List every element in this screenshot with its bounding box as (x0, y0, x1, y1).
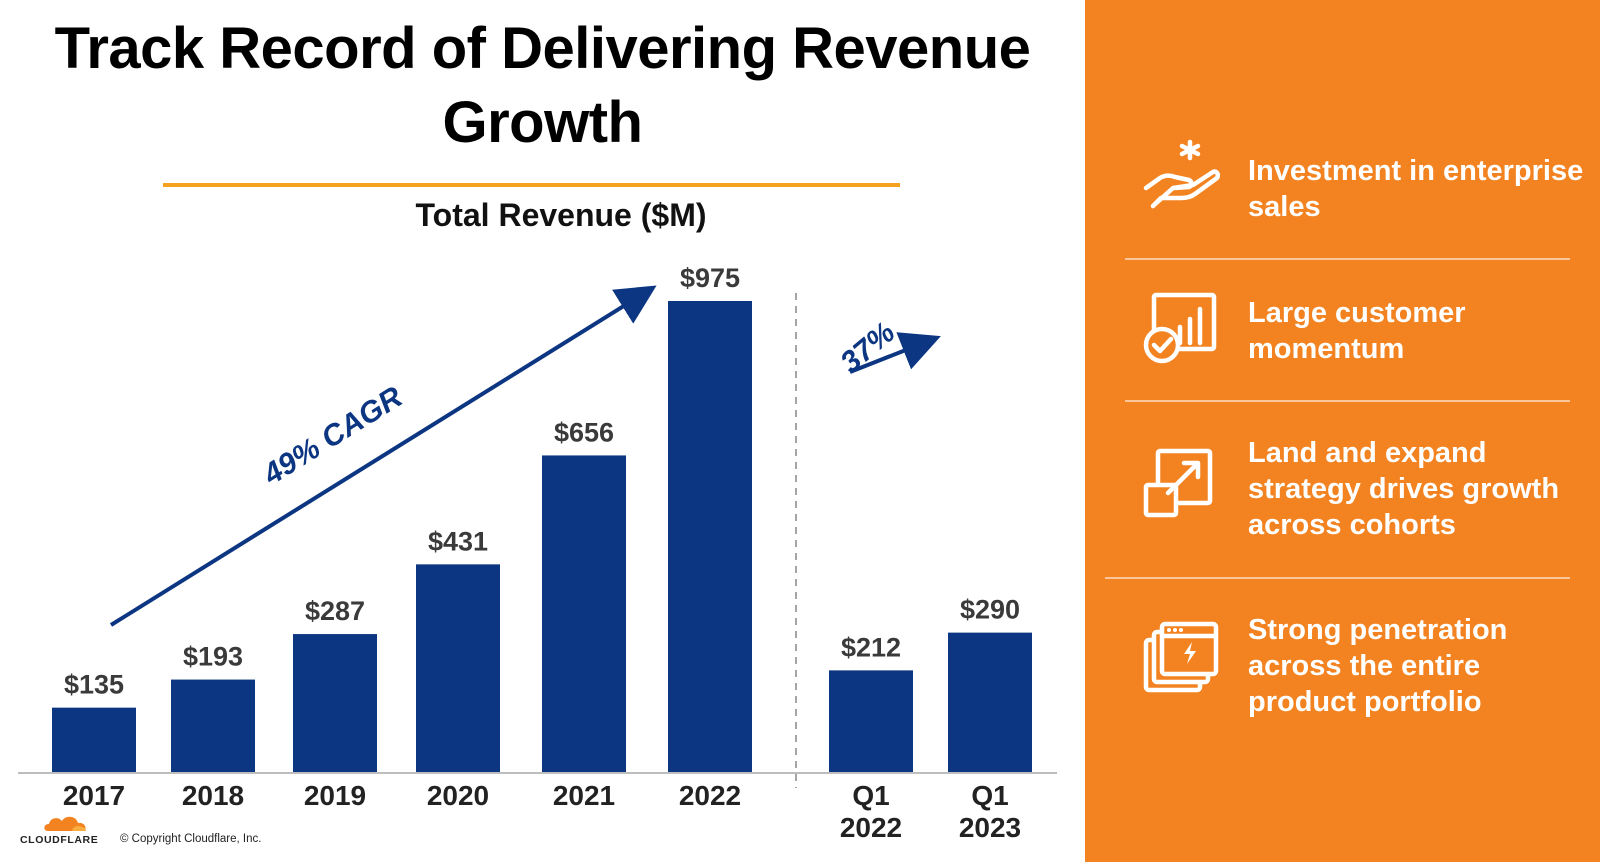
year-2021-value-label: $656 (554, 417, 614, 447)
cloudflare-logo: CLOUDFLARE (20, 814, 110, 846)
chart-check-icon (1143, 292, 1217, 364)
quarter-q1-2023-tick-label: Q1 (971, 780, 1008, 811)
year-2019-value-label: $287 (305, 596, 365, 626)
year-2022-tick-label: 2022 (679, 780, 741, 811)
logo-text: CLOUDFLARE (20, 834, 99, 846)
quarter-q1-2022-bar (829, 670, 913, 773)
year-2020-value-label: $431 (428, 526, 488, 556)
quarter-q1-2022-tick-label: 2022 (840, 812, 902, 843)
copyright-text: © Copyright Cloudflare, Inc. (120, 833, 262, 845)
quarter-q1-2023-value-label: $290 (960, 595, 1020, 625)
title-divider (163, 183, 900, 187)
highlight-text: Strong penetration across the entire pro… (1248, 614, 1508, 718)
stacked-windows-icon (1143, 621, 1219, 693)
year-2018-tick-label: 2018 (182, 780, 244, 811)
revenue-chart: $135 $193 $287 $431 $656 $975 $212 $290 2017 201… (18, 263, 1057, 843)
quarter-q1-2022-tick-label: Q1 (852, 780, 889, 811)
year-2022-value-label: $975 (680, 263, 740, 293)
year-2018-value-label: $193 (183, 642, 243, 672)
cagr-arrow (109, 285, 657, 627)
quarterly-growth-label: 37% (834, 316, 901, 380)
highlight-text: Large customer momentum (1248, 297, 1466, 365)
chart-title: Total Revenue ($M) (415, 197, 707, 233)
quarterly-growth-arrow (849, 332, 941, 374)
highlights-panel: Investment in enterprise sales Large cus… (1085, 0, 1600, 862)
quarter-q1-2023-tick-label: 2023 (959, 812, 1021, 843)
year-2017-value-label: $135 (64, 670, 124, 700)
year-2022-bar (668, 301, 752, 773)
year-2021-bar (542, 455, 626, 773)
year-2020-tick-label: 2020 (427, 780, 489, 811)
year-2020-bar (416, 564, 500, 773)
hand-sparkle-icon (1143, 139, 1221, 209)
highlight-text: Land and expand strategy drives growth a… (1248, 437, 1560, 541)
year-2019-tick-label: 2019 (304, 780, 366, 811)
cagr-label: 49% CAGR (257, 380, 409, 492)
year-2017-bar (52, 707, 136, 773)
year-2019-bar (293, 634, 377, 773)
expand-icon (1143, 448, 1213, 518)
page-title: Track Record of Delivering Revenue Growt… (0, 12, 1085, 160)
year-2017-tick-label: 2017 (63, 780, 125, 811)
page-title-text: Track Record of Delivering Revenue Growt… (54, 16, 1031, 155)
quarter-q1-2023-bar (948, 632, 1032, 773)
footer: CLOUDFLARE © Copyright Cloudflare, Inc. (20, 814, 261, 846)
divider (1125, 258, 1570, 260)
quarter-q1-2022-value-label: $212 (841, 632, 901, 662)
highlight-text: Investment in enterprise sales (1248, 155, 1584, 223)
divider (1125, 400, 1570, 402)
year-2018-bar (171, 679, 255, 773)
divider (1105, 577, 1570, 579)
cloud-icon (44, 816, 86, 831)
year-2021-tick-label: 2021 (553, 780, 615, 811)
